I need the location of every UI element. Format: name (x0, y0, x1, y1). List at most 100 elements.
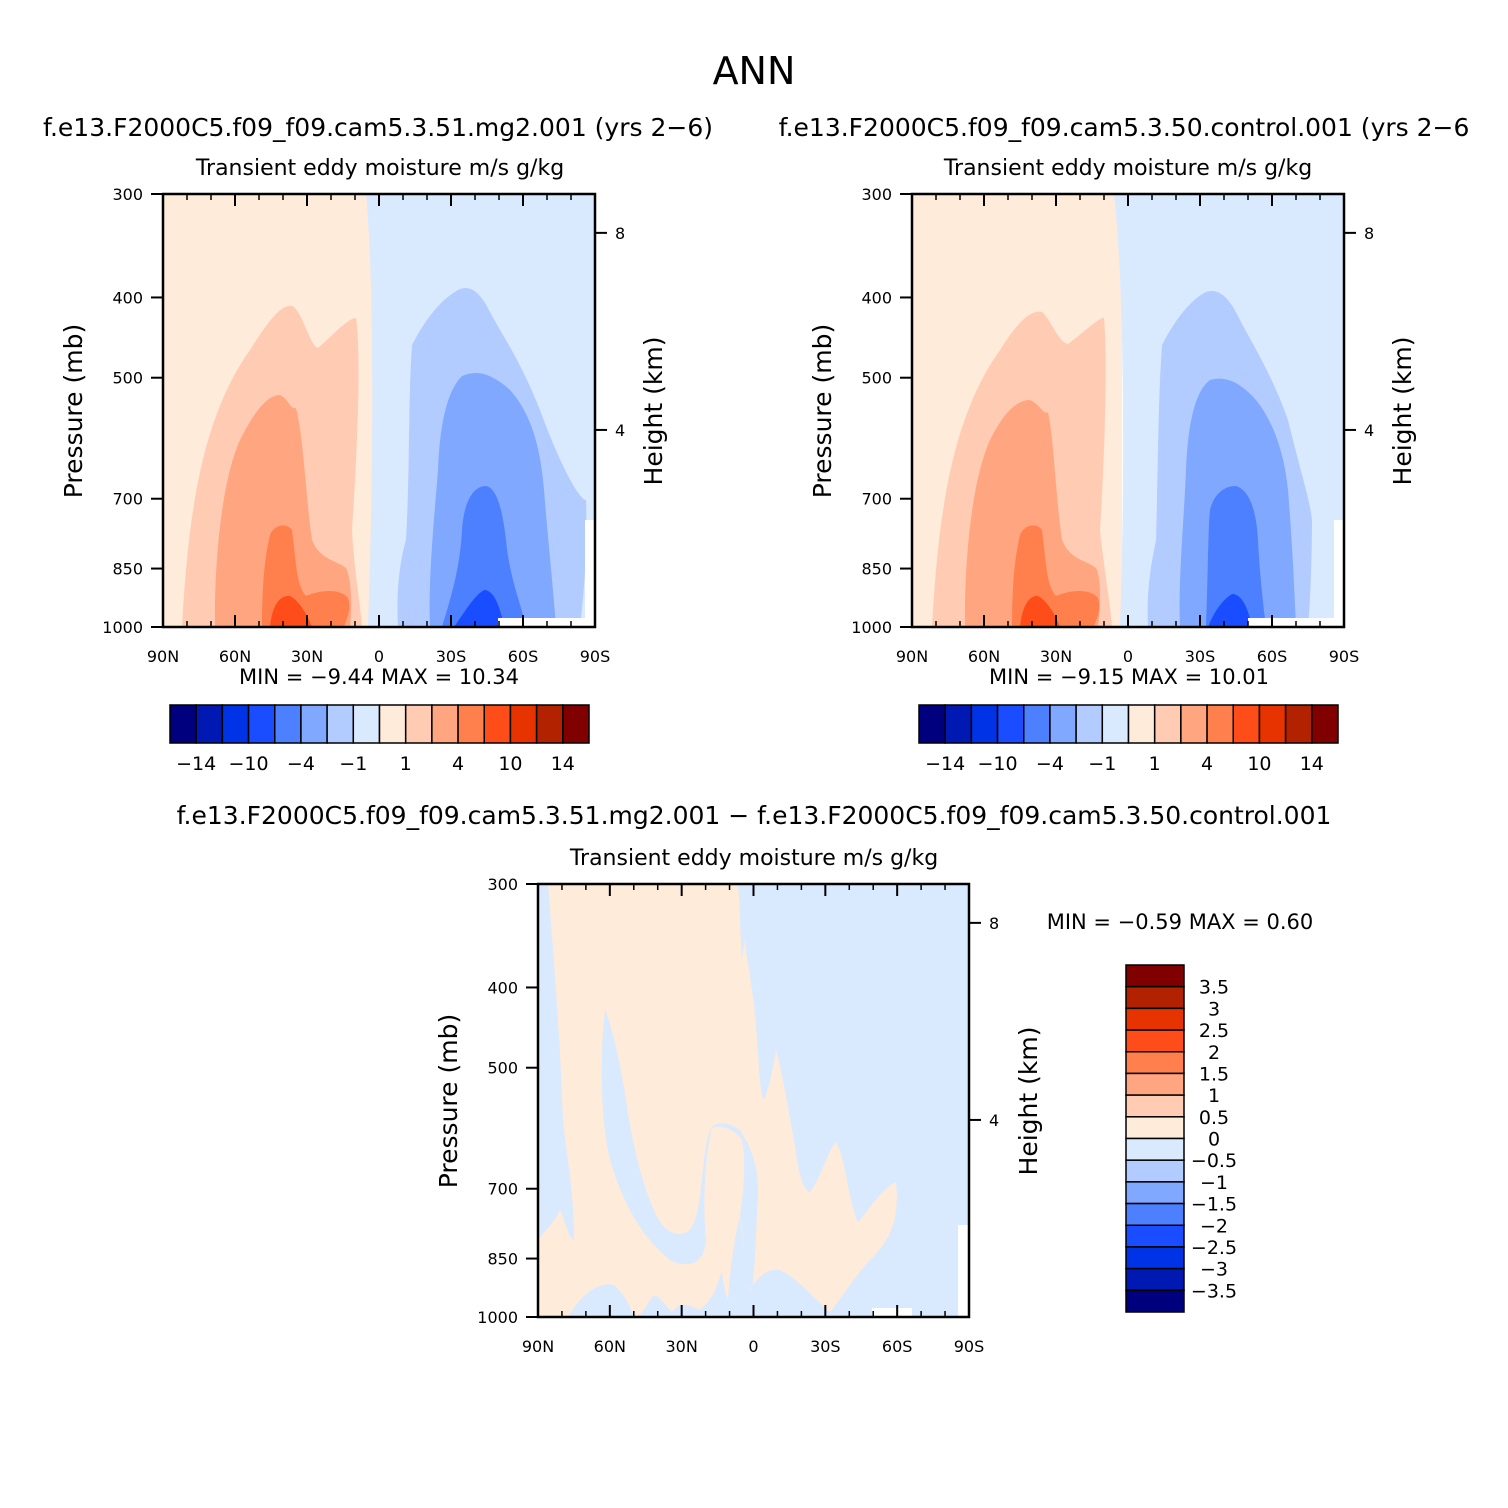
y-axis-label-right: Height (km) (1014, 1027, 1043, 1176)
contour-level-14 (270, 595, 312, 627)
colorbar-label: −14 (925, 753, 965, 775)
y-tick-label: 500 (861, 369, 892, 388)
colorbar-swatch (195, 704, 224, 744)
colorbar-swatch (1284, 704, 1313, 744)
contour-level-10-neg (442, 486, 526, 627)
colorbar-swatch (1153, 704, 1182, 744)
y-tick-label: 500 (487, 1059, 518, 1078)
x-tick-label: 60S (508, 647, 539, 666)
x-tick-label: 0 (374, 647, 384, 666)
min-max-text: MIN = −9.15 MAX = 10.01 (989, 665, 1269, 689)
colorbar-swatch (1049, 704, 1077, 744)
y-tick-label: 300 (112, 185, 143, 204)
axis-ticks: 90N 60N 30N 0 30S 60S 90S 300 400 500 700 850 1000 8 4 (477, 875, 999, 1356)
y-tick-label: 850 (112, 560, 143, 579)
x-tick-label: 60N (219, 647, 251, 666)
colorbar-label: −14 (176, 753, 216, 775)
colorbar-swatch (300, 704, 328, 744)
colorbar-label: −1 (339, 753, 367, 775)
min-max-text: MIN = −0.59 MAX = 0.60 (1047, 910, 1314, 934)
panel-difference: f.e13.F2000C5.f09_f09.cam5.3.51.mg2.001 … (177, 801, 1332, 1356)
colorbar-label: 3 (1208, 998, 1220, 1020)
colorbar-label: −3 (1200, 1259, 1228, 1281)
panel-subtitle: Transient eddy moisture m/s g/kg (569, 846, 938, 871)
contour-level-14-neg (454, 590, 504, 627)
colorbar-swatch (1125, 1246, 1185, 1270)
colorbar-swatch (1125, 1289, 1185, 1313)
colorbar-label: −4 (1036, 753, 1064, 775)
colorbar-label: −10 (229, 753, 269, 775)
y-tick-label: 400 (861, 288, 892, 307)
colorbar-swatch (431, 704, 459, 744)
x-tick-label: 30S (436, 647, 467, 666)
missing-data-patch (872, 1308, 912, 1317)
colorbar-swatch (1125, 1137, 1185, 1161)
x-tick-label: 90N (896, 647, 928, 666)
colorbar-swatch (1125, 1202, 1185, 1226)
contour-level-4 (964, 400, 1100, 627)
colorbar-label: 2 (1208, 1042, 1220, 1064)
colorbar-swatch (1180, 704, 1208, 744)
y-tick-label: 500 (112, 369, 143, 388)
colorbar-swatch (404, 704, 433, 744)
colorbar-swatch (457, 704, 485, 744)
min-max-text: MIN = −9.44 MAX = 10.34 (239, 665, 519, 689)
x-tick-label: 30N (291, 647, 323, 666)
colorbar-label: 1 (1149, 753, 1161, 775)
colorbar-label: 4 (1201, 753, 1213, 775)
x-tick-label: 90S (954, 1337, 985, 1356)
colorbar-swatch (1206, 704, 1234, 744)
contour-level-14 (1020, 595, 1060, 627)
colorbar-swatch (970, 704, 999, 744)
panel-subtitle: Transient eddy moisture m/s g/kg (943, 156, 1312, 181)
missing-data-patch (1334, 520, 1344, 627)
y-axis-label: Pressure (mb) (59, 324, 88, 498)
colorbar-swatch (1311, 704, 1339, 744)
contour-level-10-neg (1206, 486, 1266, 627)
colorbar-label: −4 (287, 753, 315, 775)
colorbar-label: 2.5 (1199, 1020, 1229, 1042)
x-tick-label: 30N (1040, 647, 1072, 666)
colorbar-swatch (274, 704, 302, 744)
colorbar-swatch (1125, 1094, 1185, 1118)
colorbar-swatch (1075, 704, 1104, 744)
colorbar-swatch (1232, 704, 1261, 744)
panel-subtitle: Transient eddy moisture m/s g/kg (195, 156, 564, 181)
contour-level-4 (214, 395, 352, 627)
colorbar-swatch (1125, 1072, 1185, 1096)
contour-fill-difference (538, 884, 969, 1317)
colorbar-label: −3.5 (1191, 1280, 1237, 1302)
colorbar-label: −1 (1200, 1172, 1228, 1194)
colorbar-swatch (1023, 704, 1051, 744)
colorbar-label: 10 (498, 753, 522, 775)
colorbar-label: 0 (1208, 1129, 1220, 1151)
colorbar-swatch (247, 704, 276, 744)
axis-ticks: 90N 60N 30N 0 30S 60S 90S 300 400 500 700 850 1000 8 4 (851, 185, 1374, 666)
figure-title: ANN (713, 49, 796, 93)
contour-fill-control (912, 194, 1344, 627)
x-tick-label: 0 (1123, 647, 1133, 666)
colorbar-swatch (1125, 1029, 1185, 1053)
colorbar: 3.532.521.510.50−0.5−1−1.5−2−2.5−3−3.5 (1125, 964, 1237, 1313)
colorbar-swatch (1125, 985, 1185, 1010)
y-axis-label: Pressure (mb) (808, 324, 837, 498)
y-tick-label: 1000 (102, 618, 143, 637)
colorbar-label: −0.5 (1191, 1150, 1237, 1172)
panel-test: f.e13.F2000C5.f09_f09.cam5.3.51.mg2.001 … (43, 113, 713, 775)
x-tick-label: 90S (1329, 647, 1360, 666)
colorbar-swatch (1125, 1181, 1185, 1205)
colorbar-label: 1 (1208, 1085, 1220, 1107)
contour-negative-pocket (538, 884, 574, 1240)
colorbar-swatch (562, 704, 590, 744)
y-tick-label: 400 (112, 288, 143, 307)
colorbar-swatch (944, 704, 973, 744)
colorbar-swatch (535, 704, 564, 744)
height-tick-label: 8 (1364, 224, 1374, 243)
colorbar-label: 1.5 (1199, 1063, 1229, 1085)
colorbar-swatch (1125, 1224, 1185, 1248)
y-tick-label: 850 (861, 560, 892, 579)
x-tick-label: 60N (968, 647, 1000, 666)
x-tick-label: 30S (810, 1337, 841, 1356)
colorbar-swatch (1127, 704, 1156, 744)
